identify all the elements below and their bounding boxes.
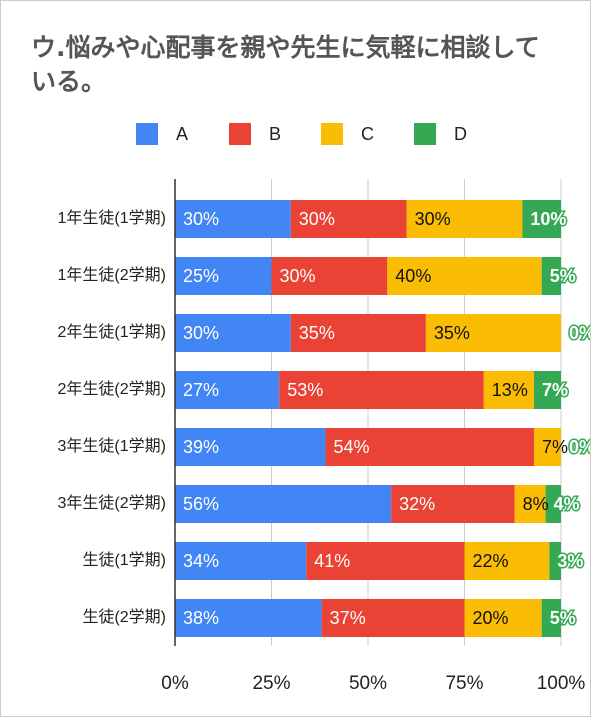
bar-segment <box>271 257 388 295</box>
bar-segment <box>425 314 561 352</box>
data-label: 37% <box>330 608 366 628</box>
bar-segment <box>175 428 326 466</box>
data-label: 30% <box>183 323 219 343</box>
bar-segment <box>522 200 561 238</box>
data-label: 27% <box>183 380 219 400</box>
bar-segment <box>533 371 561 409</box>
data-label: 35% <box>434 323 470 343</box>
data-label: 3% <box>557 551 583 571</box>
y-tick-label: 2年生徒(2学期) <box>58 380 166 398</box>
bar-segment <box>175 314 291 352</box>
x-tick-label: 0% <box>161 673 189 694</box>
chart-title: ウ.悩みや心配事を親や先生に気軽に相談している。 <box>31 33 540 96</box>
data-label: 53% <box>287 380 323 400</box>
legend-label: A <box>176 124 188 144</box>
bar-segment <box>321 599 465 637</box>
bar-segment <box>175 371 280 409</box>
bar-segment <box>549 542 561 580</box>
data-label: 30% <box>415 209 451 229</box>
data-label: 56% <box>183 494 219 514</box>
bar-segment <box>279 371 484 409</box>
bar-segment <box>290 200 407 238</box>
data-label: 20% <box>473 608 509 628</box>
data-label: 34% <box>183 551 219 571</box>
data-label: 5% <box>550 608 576 628</box>
data-label: 54% <box>334 437 370 457</box>
bar-segment <box>514 485 546 523</box>
data-label: 25% <box>183 266 219 286</box>
data-label: 39% <box>183 437 219 457</box>
data-label: 4% <box>554 494 580 514</box>
bar-segment <box>464 542 550 580</box>
bar-segment <box>175 200 291 238</box>
x-tick-label: 100% <box>537 673 586 694</box>
legend-swatch <box>414 123 436 145</box>
data-label: 35% <box>299 323 335 343</box>
bar-segment <box>290 314 426 352</box>
y-tick-label: 3年生徒(1学期) <box>58 437 166 455</box>
bar-segment <box>387 257 542 295</box>
bar-segment <box>541 257 561 295</box>
legend-label: D <box>454 124 467 144</box>
y-tick-label: 生徒(2学期) <box>82 608 166 626</box>
x-tick-label: 75% <box>445 673 483 694</box>
data-label: 7% <box>542 437 568 457</box>
y-tick-label: 2年生徒(1学期) <box>58 323 166 341</box>
data-label: 7% <box>542 380 568 400</box>
x-tick-label: 25% <box>252 673 290 694</box>
y-tick-label: 1年生徒(1学期) <box>58 209 166 227</box>
bar-segment <box>406 200 523 238</box>
bar-segment <box>483 371 534 409</box>
bar-segment <box>533 428 561 466</box>
data-label: 13% <box>492 380 528 400</box>
legend-label: C <box>361 124 374 144</box>
bar-segment <box>325 428 534 466</box>
bar-segment <box>391 485 515 523</box>
legend-label: B <box>269 124 281 144</box>
legend-swatch <box>229 123 251 145</box>
data-label: 32% <box>399 494 435 514</box>
y-tick-label: 3年生徒(2学期) <box>58 494 166 512</box>
data-label: 38% <box>183 608 219 628</box>
data-label: 22% <box>473 551 509 571</box>
bar-segment <box>175 599 322 637</box>
bar-segment <box>306 542 465 580</box>
bar-segment <box>175 257 272 295</box>
data-label: 5% <box>550 266 576 286</box>
x-tick-label: 50% <box>349 673 387 694</box>
bar-segment <box>464 599 542 637</box>
data-label: 30% <box>183 209 219 229</box>
data-label: 41% <box>314 551 350 571</box>
data-label: 0% <box>569 323 590 343</box>
bar-segment <box>545 485 561 523</box>
bar-segment <box>541 599 561 637</box>
legend-swatch <box>321 123 343 145</box>
data-label: 10% <box>530 209 566 229</box>
bar-segment <box>175 485 392 523</box>
y-tick-label: 生徒(1学期) <box>82 551 166 569</box>
data-label: 40% <box>395 266 431 286</box>
legend-swatch <box>136 123 158 145</box>
data-label: 30% <box>299 209 335 229</box>
bar-segment <box>175 542 307 580</box>
data-label: 0% <box>569 437 590 457</box>
y-tick-label: 1年生徒(2学期) <box>58 266 166 284</box>
data-label: 30% <box>280 266 316 286</box>
data-label: 8% <box>523 494 549 514</box>
